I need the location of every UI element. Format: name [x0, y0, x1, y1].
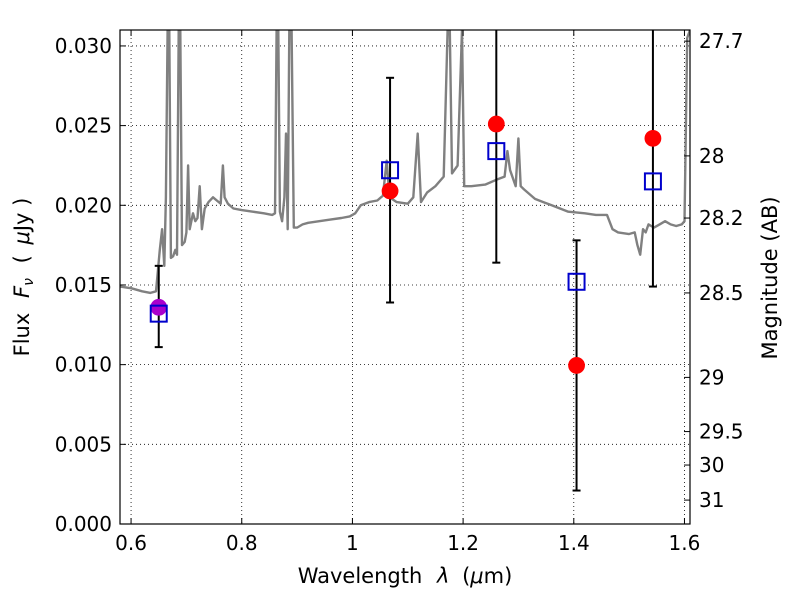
y-axis-label-sub: ν — [21, 278, 37, 286]
errorbars — [154, 30, 657, 492]
x-tick-label: 1 — [346, 531, 359, 555]
y2-tick-label: 29 — [699, 365, 724, 389]
y-tick-label: 0.030 — [55, 34, 112, 58]
model-point — [149, 304, 168, 323]
x-axis-label-text: Wavelength — [298, 564, 423, 588]
y-axis-label-unit-open: ( — [10, 255, 34, 263]
observed-point — [150, 298, 168, 316]
y-tick-label: 0.005 — [55, 432, 112, 456]
y-axis-label-symbol: F — [10, 285, 34, 298]
x-tick-label: 1.2 — [447, 531, 479, 555]
ticks: 0.6 0.8 1 1.2 1.4 1.6 0.000 0.005 0.010 0.015 0.02… — [55, 29, 744, 555]
y-axis-label-text: Flux — [10, 313, 34, 357]
x-axis-label-symbol: λ — [436, 564, 449, 588]
y2-tick-label: 28.5 — [699, 281, 744, 305]
observed-point — [381, 182, 399, 200]
y-axis-label-unit-mu: μ — [10, 231, 34, 245]
y2-tick-label: 30 — [699, 453, 724, 477]
observed-point — [487, 115, 505, 133]
y2-tick-label: 28.2 — [699, 206, 744, 230]
observed-point — [568, 357, 585, 374]
x-tick-label: 0.6 — [115, 531, 147, 555]
x-tick-label: 1.6 — [669, 531, 701, 555]
y2-tick-label: 27.7 — [699, 29, 744, 53]
y-axis-label-unit-rest: Jy ) — [10, 198, 34, 234]
y2-axis-label: Magnitude (AB) — [758, 196, 782, 359]
x-axis-label-unit-open: ( — [462, 564, 470, 588]
y-axis-label: Flux Fν ( μJy ) — [10, 198, 38, 357]
plot-frame — [119, 29, 691, 525]
x-axis-label: Wavelength λ (μm) — [298, 564, 513, 588]
x-tick-label: 1.4 — [558, 531, 590, 555]
x-axis-label-unit-rest: m) — [484, 564, 513, 588]
plot-area — [120, 30, 690, 492]
model-point — [567, 272, 586, 291]
y-tick-label: 0.000 — [55, 512, 112, 536]
y2-tick-label: 31 — [699, 488, 724, 512]
x-axis-label-unit-mu: μ — [469, 564, 483, 588]
model-point — [643, 172, 662, 191]
y-tick-label: 0.010 — [55, 353, 112, 377]
y2-tick-label: 29.5 — [699, 420, 744, 444]
y-tick-label: 0.015 — [55, 273, 112, 297]
y-tick-label: 0.025 — [55, 114, 112, 138]
model-point — [381, 161, 400, 180]
spectrum-line — [120, 30, 690, 295]
model-point — [487, 142, 506, 161]
grid — [120, 30, 690, 525]
observed-point — [644, 129, 662, 147]
x-tick-label: 0.8 — [226, 531, 258, 555]
y2-tick-label: 28 — [699, 144, 724, 168]
y-tick-label: 0.020 — [55, 193, 112, 217]
markers — [149, 115, 662, 374]
